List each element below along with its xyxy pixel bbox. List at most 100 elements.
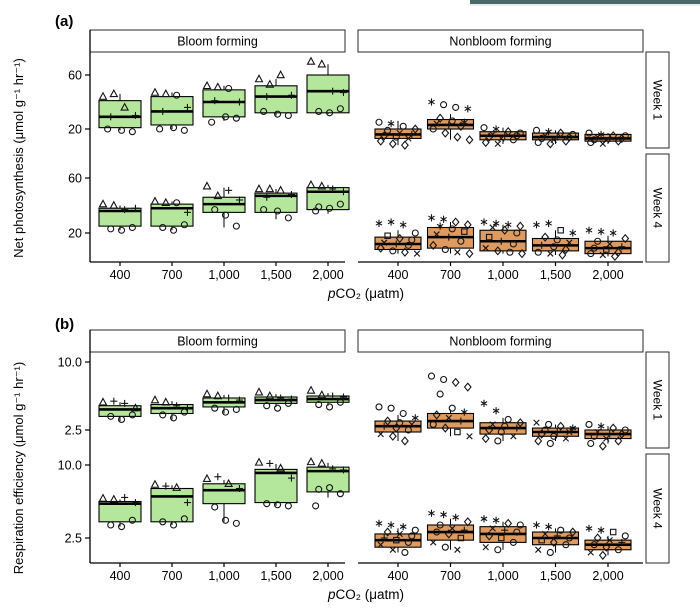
svg-text:Bloom forming: Bloom forming [177, 335, 258, 349]
boxplot-group [584, 420, 632, 451]
x-tick-label: 700 [440, 569, 461, 583]
svg-text:Week 1: Week 1 [650, 380, 664, 421]
journal-header-bar [470, 0, 700, 4]
boxplot-group [254, 184, 298, 222]
boxplot-group [426, 509, 475, 553]
x-tick-label: 400 [388, 569, 409, 583]
facet-week-1-bloom-forming [98, 56, 350, 136]
boxplot-group [479, 218, 527, 259]
box [98, 207, 142, 227]
x-tick-label: 2,000 [592, 569, 623, 583]
axes: 60 20 60 20 400 700 1,000 1,500 2,000 400 700 1,000… [68, 30, 643, 301]
y-tick-label: 10.0 [58, 458, 82, 472]
boxplot-group [479, 515, 527, 554]
facet-week-4-bloom-forming [98, 456, 350, 531]
boxplot-group [150, 395, 194, 422]
boxplot-group [254, 70, 298, 120]
x-tick-label: 1,000 [208, 268, 239, 282]
box [202, 483, 246, 505]
facet-week-1-bloom-forming [98, 385, 350, 423]
svg-text:Week 4: Week 4 [650, 188, 664, 229]
facet-week-1-nonbloom-forming [374, 98, 632, 150]
boxplot-group [98, 199, 142, 234]
boxplot-group [479, 124, 527, 148]
box [98, 100, 142, 129]
boxplot-group [150, 479, 194, 529]
facet-week-4-nonbloom-forming [374, 509, 632, 560]
boxplot-group [98, 397, 142, 423]
x-tick-label: 400 [110, 268, 131, 282]
boxplot-group [254, 387, 298, 412]
boxplot-group [584, 129, 632, 148]
boxplot-group [202, 80, 246, 126]
svg-text:Bloom forming: Bloom forming [177, 35, 258, 49]
facet-week-4-nonbloom-forming [374, 214, 632, 262]
boxplot-group [426, 372, 475, 440]
y-tick-label: 60 [68, 68, 82, 82]
boxplot-group [306, 56, 350, 117]
facet-strip-week-4: Week 4 [645, 453, 670, 564]
y-tick-label: 2.5 [65, 423, 82, 437]
facet-week-1-nonbloom-forming [374, 372, 632, 451]
panel-b: Bloom forming Nonbloom forming Week 1 Week … [58, 329, 670, 602]
box [202, 89, 246, 118]
x-tick-label: 2,000 [312, 268, 343, 282]
x-tick-label: 1,500 [260, 569, 291, 583]
box [98, 500, 142, 523]
panel-a: Bloom forming Nonbloom forming Week 1 Week … [68, 29, 670, 301]
boxplot-group [150, 196, 194, 234]
boxplot-group [426, 214, 475, 259]
boxplot-group [98, 88, 142, 136]
panel-b-label: (b) [55, 316, 75, 333]
x-tick-label: 1,000 [208, 569, 239, 583]
boxplot-group [531, 126, 580, 149]
x-tick-label: 2,000 [592, 268, 623, 282]
boxplot-group [531, 521, 580, 557]
facet-strip-week-1: Week 1 [645, 51, 670, 149]
svg-text:Nonbloom forming: Nonbloom forming [449, 335, 551, 349]
x-tick-label: 1,500 [260, 268, 291, 282]
boxplot-group [202, 181, 246, 230]
svg-text:Nonbloom forming: Nonbloom forming [449, 35, 551, 49]
boxplot-group [150, 87, 194, 134]
y-tick-label: 20 [68, 226, 82, 240]
y-tick-label: 60 [68, 171, 82, 185]
boxplot-group [98, 493, 142, 531]
axes: 10.0 2.5 10.0 2.5 400 700 1,000 1,500 2,000 400 70… [58, 330, 643, 602]
boxplot-group [202, 473, 246, 527]
boxplot-group [531, 419, 580, 448]
x-tick-label: 700 [440, 268, 461, 282]
boxplot-group [531, 219, 580, 260]
boxplot-group [374, 218, 422, 257]
facet-week-4-bloom-forming [98, 179, 350, 234]
box [254, 468, 298, 504]
svg-text:Week 1: Week 1 [650, 80, 664, 121]
boxplot-group [202, 389, 246, 416]
x-tick-label: 1,000 [487, 268, 518, 282]
x-axis-title: pCO₂ (μatm) [327, 286, 404, 301]
boxplot-group [374, 118, 422, 150]
panel-a-label: (a) [55, 13, 74, 30]
x-tick-label: 1,000 [487, 569, 518, 583]
y-tick-label: 20 [68, 122, 82, 136]
x-tick-label: 1,500 [540, 569, 571, 583]
boxplot-group [254, 457, 298, 510]
x-axis-title: pCO₂ (μatm) [327, 587, 404, 602]
facet-strip-nonbloom-forming: Nonbloom forming [357, 329, 644, 353]
journal-header-shadow [470, 4, 700, 6]
boxplot-group [306, 385, 350, 411]
box [254, 85, 298, 114]
boxplot-group [426, 98, 475, 145]
boxplot-group [584, 524, 632, 560]
facet-strip-bloom-forming: Bloom forming [89, 29, 346, 53]
boxplot-group [306, 179, 350, 215]
boxplot-group [479, 399, 527, 445]
y-tick-label: 10.0 [58, 355, 82, 369]
x-tick-label: 400 [388, 268, 409, 282]
x-tick-label: 400 [110, 569, 131, 583]
box [150, 203, 194, 227]
facet-strip-week-4: Week 4 [645, 153, 670, 263]
x-tick-label: 700 [162, 268, 183, 282]
